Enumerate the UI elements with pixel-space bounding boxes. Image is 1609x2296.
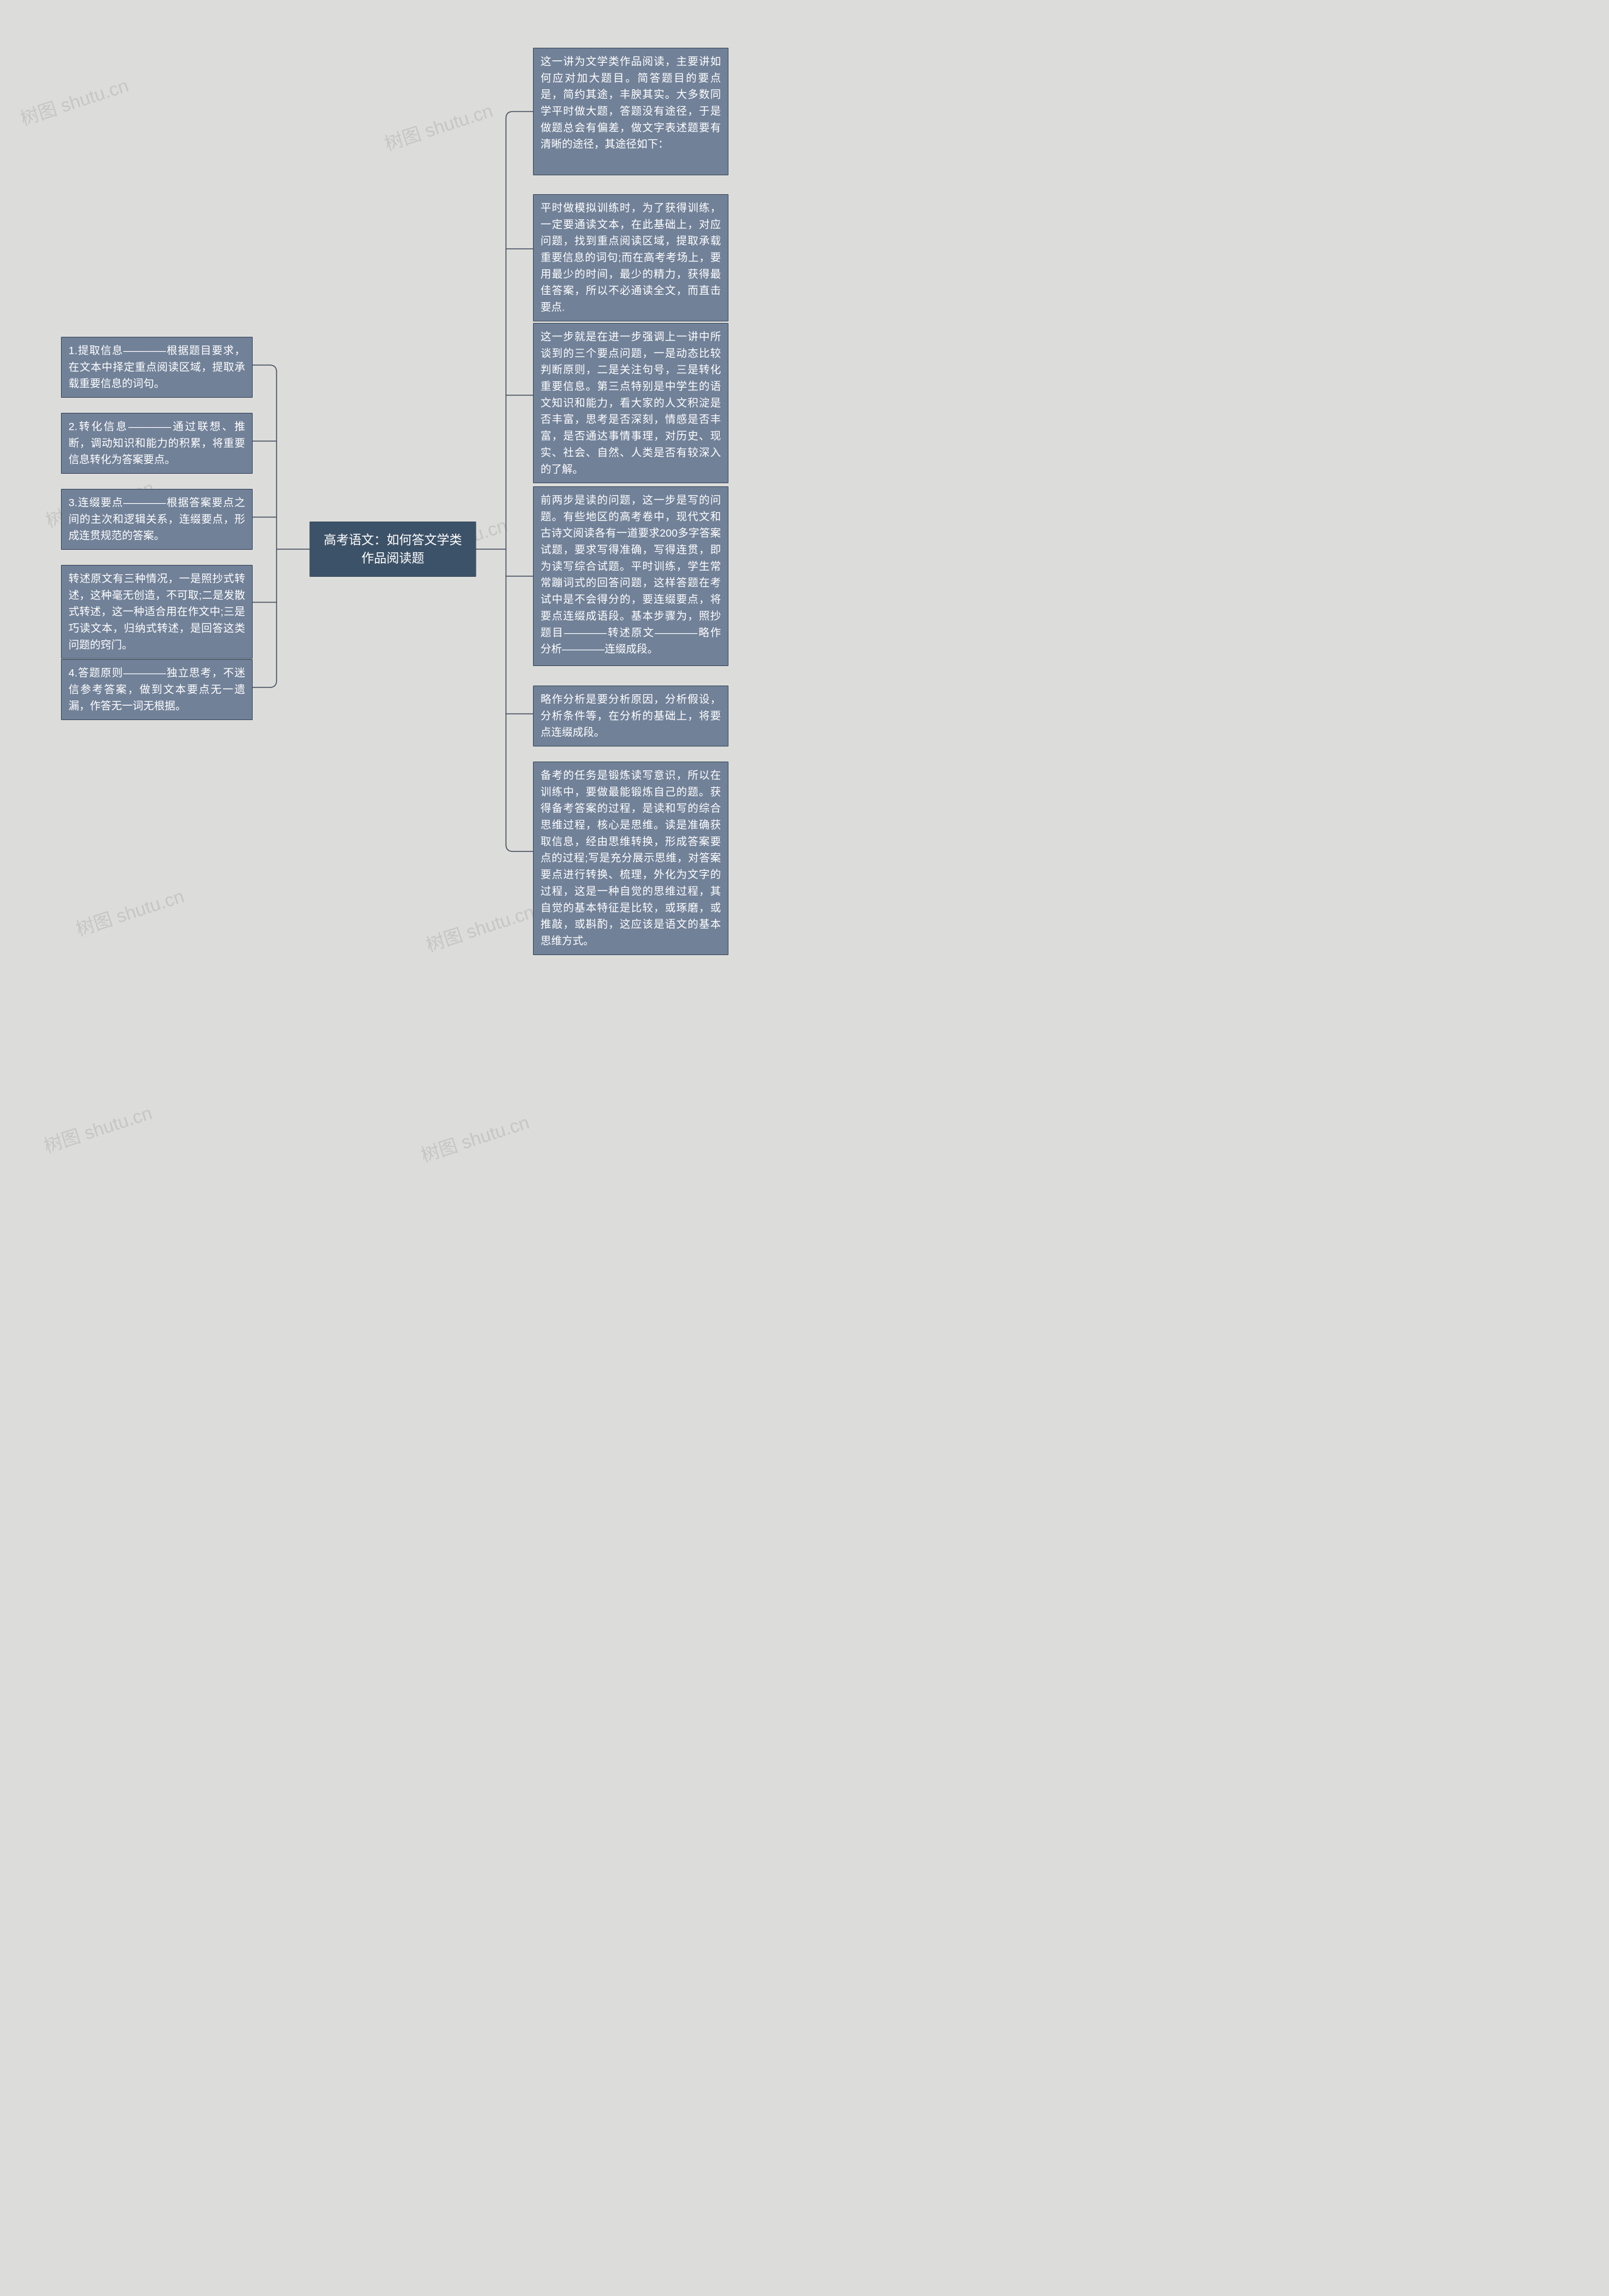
watermark: 树图 shutu.cn (417, 1107, 532, 1167)
right-node-4: 略作分析是要分析原因，分析假设，分析条件等，在分析的基础上，将要点连缀成段。 (533, 686, 728, 746)
root-node: 高考语文：如何答文学类作品阅读题 (310, 522, 476, 577)
connector-path (506, 112, 533, 119)
connector-path (253, 365, 277, 372)
watermark: 树图 shutu.cn (40, 1098, 155, 1158)
left-node-0-label: 1.提取信息————根据题目要求，在文本中择定重点阅读区域，提取承载重要信息的词… (69, 345, 245, 390)
left-node-3-label: 转述原文有三种情况，一是照抄式转述，这种毫无创造，不可取;二是发散式转述，这一种… (69, 573, 245, 651)
right-node-0: 这一讲为文学类作品阅读，主要讲如何应对加大题目。简答题目的要点是，简约其途，丰腴… (533, 48, 728, 175)
root-node-label: 高考语文：如何答文学类作品阅读题 (321, 531, 465, 567)
mindmap-canvas: 树图 shutu.cn 树图 shutu.cn 树图 shutu.cn 树图 shut… (0, 0, 804, 1148)
left-node-1: 2.转化信息————通过联想、推断，调动知识和能力的积累，将重要信息转化为答案要… (61, 413, 253, 474)
right-node-5: 备考的任务是锻炼读写意识，所以在训练中，要做最能锻炼自己的题。获得备考答案的过程… (533, 762, 728, 955)
left-node-2-label: 3.连缀要点————根据答案要点之间的主次和逻辑关系，连缀要点，形成连贯规范的答… (69, 497, 245, 542)
left-node-0: 1.提取信息————根据题目要求，在文本中择定重点阅读区域，提取承载重要信息的词… (61, 337, 253, 398)
left-node-2: 3.连缀要点————根据答案要点之间的主次和逻辑关系，连缀要点，形成连贯规范的答… (61, 489, 253, 550)
left-node-3: 转述原文有三种情况，一是照抄式转述，这种毫无创造，不可取;二是发散式转述，这一种… (61, 565, 253, 659)
right-node-0-label: 这一讲为文学类作品阅读，主要讲如何应对加大题目。简答题目的要点是，简约其途，丰腴… (541, 56, 721, 151)
connector-path (253, 681, 277, 687)
right-node-1-label: 平时做模拟训练时，为了获得训练，一定要通读文本，在此基础上，对应问题，找到重点阅… (541, 202, 721, 314)
left-node-4-label: 4.答题原则————独立思考，不迷信参考答案，做到文本要点无一遗漏，作答无一词无… (69, 667, 245, 713)
left-node-4: 4.答题原则————独立思考，不迷信参考答案，做到文本要点无一遗漏，作答无一词无… (61, 659, 253, 720)
watermark: 树图 shutu.cn (72, 881, 187, 941)
left-node-1-label: 2.转化信息————通过联想、推断，调动知识和能力的积累，将重要信息转化为答案要… (69, 421, 245, 466)
right-node-2-label: 这一步就是在进一步强调上一讲中所谈到的三个要点问题，一是动态比较判断原则，二是关… (541, 331, 721, 476)
connector-path (506, 845, 533, 851)
right-node-5-label: 备考的任务是锻炼读写意识，所以在训练中，要做最能锻炼自己的题。获得备考答案的过程… (541, 770, 721, 947)
right-node-1: 平时做模拟训练时，为了获得训练，一定要通读文本，在此基础上，对应问题，找到重点阅… (533, 194, 728, 321)
watermark: 树图 shutu.cn (16, 70, 131, 131)
watermark: 树图 shutu.cn (422, 897, 537, 957)
right-node-2: 这一步就是在进一步强调上一讲中所谈到的三个要点问题，一是动态比较判断原则，二是关… (533, 323, 728, 483)
right-node-3-label: 前两步是读的问题，这一步是写的问题。有些地区的高考卷中，现代文和古诗文阅读各有一… (541, 495, 721, 655)
watermark: 树图 shutu.cn (380, 96, 495, 156)
right-node-3: 前两步是读的问题，这一步是写的问题。有些地区的高考卷中，现代文和古诗文阅读各有一… (533, 486, 728, 666)
right-node-4-label: 略作分析是要分析原因，分析假设，分析条件等，在分析的基础上，将要点连缀成段。 (541, 694, 721, 739)
